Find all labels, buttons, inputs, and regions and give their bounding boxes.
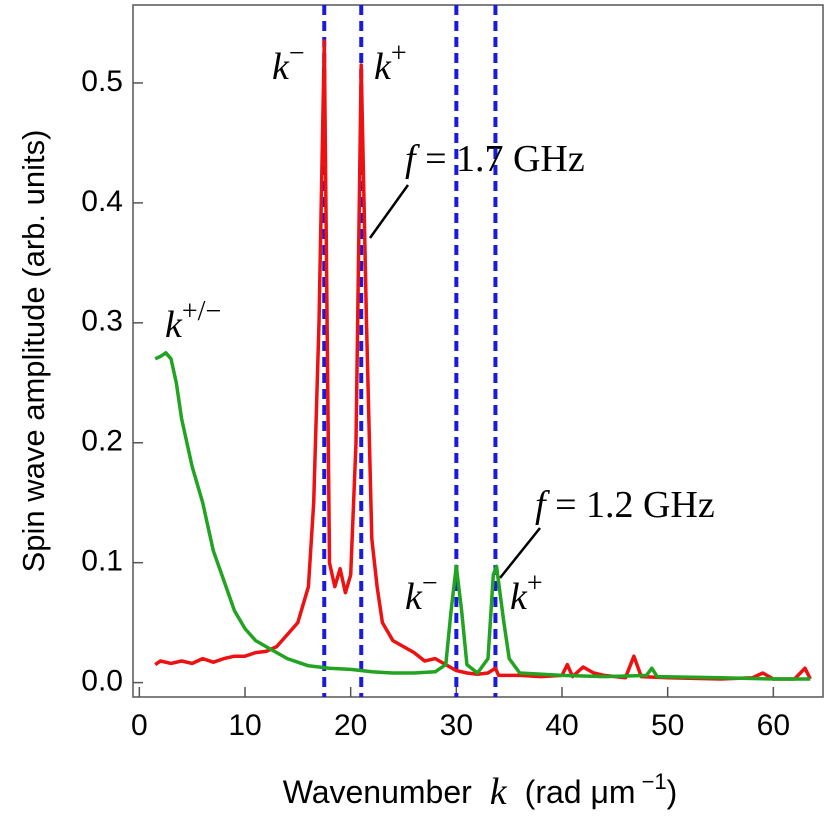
annotation: f = 1.2 GHz (535, 484, 715, 526)
annotation-italic: k (510, 576, 528, 618)
y-axis-label: Spin wave amplitude (arb. units) (16, 130, 51, 573)
annotation-sup: + (391, 38, 407, 69)
pointer (368, 184, 410, 239)
annotation-sup: + (527, 568, 543, 599)
annotation: f = 1.7 GHz (405, 138, 585, 180)
x-axis-label: Wavenumber k (rad μm −1) (283, 769, 678, 813)
x-label-part: ) (667, 774, 678, 810)
y-tick-label: 0.1 (81, 545, 123, 578)
pointer (499, 527, 541, 579)
y-tick-label: 0.0 (81, 665, 123, 698)
annotation-italic: k (165, 304, 183, 346)
y-tick-label: 0.4 (81, 185, 123, 218)
data-line (154, 39, 812, 681)
x-tick-label: 10 (228, 709, 261, 742)
x-tick-label: 0 (131, 709, 148, 742)
annotation-italic: k (272, 46, 290, 88)
annotation-rest: = 1.7 GHz (416, 138, 585, 180)
y-tick-label: 0.5 (81, 65, 123, 98)
x-tick-label: 20 (334, 709, 367, 742)
annotation-sup: − (289, 38, 305, 69)
x-label-part: Wavenumber (283, 774, 472, 810)
data-line (154, 351, 811, 681)
x-label-part: −1 (642, 769, 667, 794)
x-tick-label: 40 (545, 709, 578, 742)
annotation-italic: k (405, 576, 423, 618)
plot-frame (132, 4, 824, 698)
annotation-rest: = 1.2 GHz (546, 484, 715, 526)
annotation: k− (405, 568, 438, 617)
x-label-part: k (490, 771, 508, 813)
annotation: k+/− (165, 296, 221, 345)
x-tick-label: 60 (757, 709, 790, 742)
annotation: k+ (374, 38, 407, 87)
x-tick-label: 30 (440, 709, 473, 742)
annotation: k+ (510, 568, 543, 617)
annotation-sup: +/− (182, 296, 221, 327)
y-tick-label: 0.2 (81, 425, 123, 458)
annotation: k− (272, 38, 305, 87)
x-tick-label: 50 (651, 709, 684, 742)
annotation-italic: k (374, 46, 392, 88)
y-tick-label: 0.3 (81, 305, 123, 338)
x-label-part: (rad μm (525, 774, 636, 810)
annotation-sup: − (422, 568, 438, 599)
